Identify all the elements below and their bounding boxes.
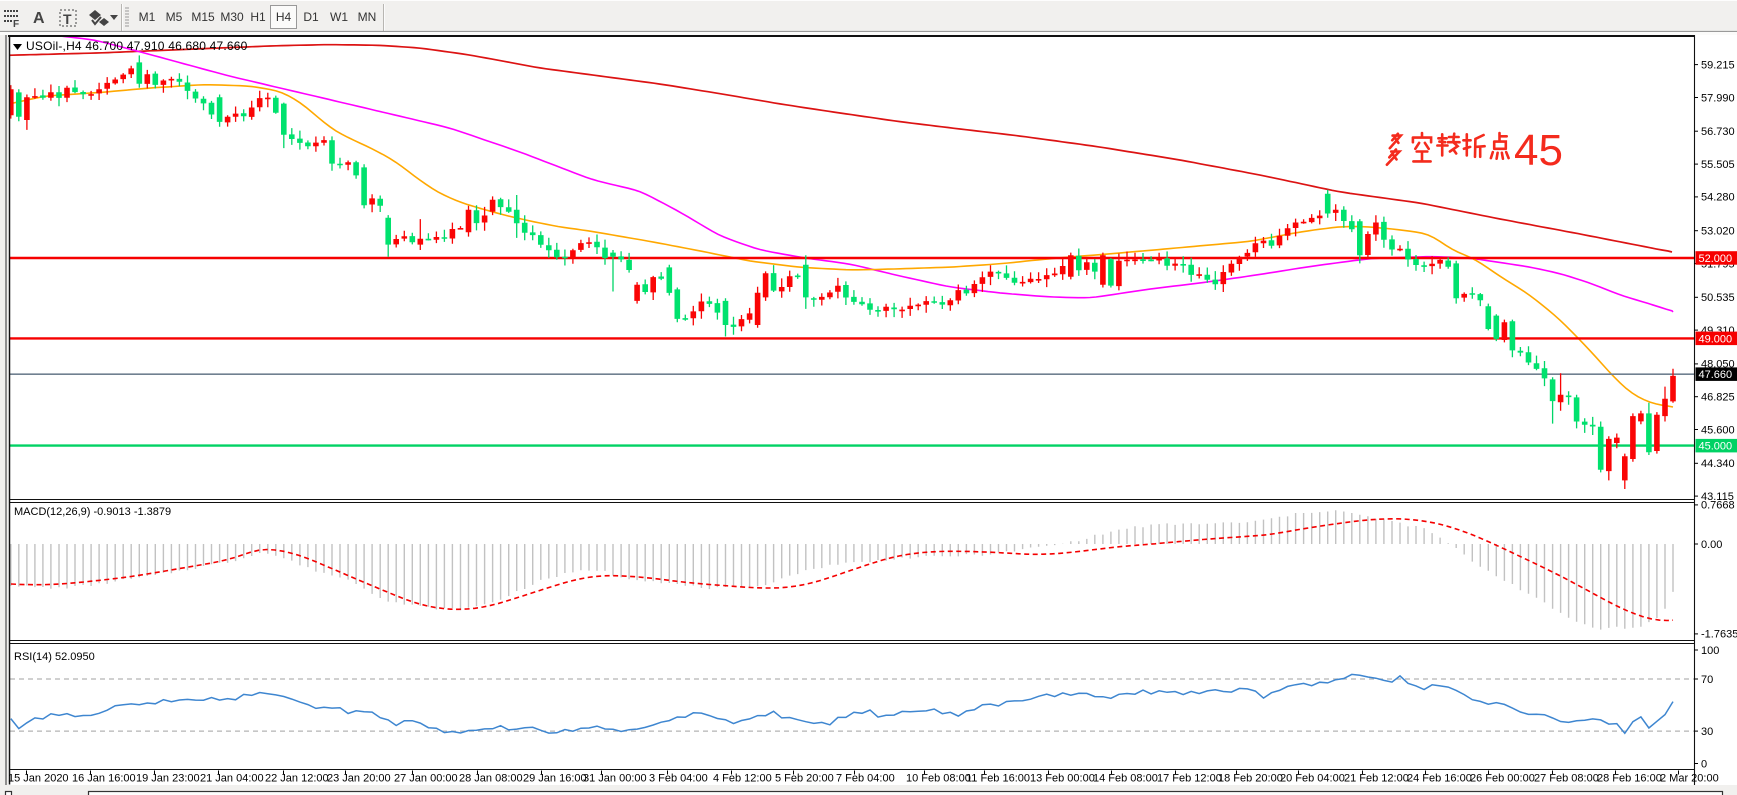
- svg-text:13 Feb 00:00: 13 Feb 00:00: [1030, 773, 1095, 785]
- svg-text:0.00: 0.00: [1701, 539, 1722, 551]
- svg-text:44.340: 44.340: [1701, 458, 1735, 470]
- svg-text:70: 70: [1701, 674, 1713, 686]
- svg-text:MACD(12,26,9) -0.9013 -1.3879: MACD(12,26,9) -0.9013 -1.3879: [14, 506, 171, 518]
- svg-text:RSI(14) 52.0950: RSI(14) 52.0950: [14, 651, 95, 663]
- svg-text:T: T: [63, 11, 72, 27]
- svg-text:28 Jan 08:00: 28 Jan 08:00: [459, 773, 523, 785]
- svg-text:7 Feb 04:00: 7 Feb 04:00: [836, 773, 895, 785]
- svg-text:26 Feb 00:00: 26 Feb 00:00: [1470, 773, 1535, 785]
- svg-text:57.990: 57.990: [1701, 92, 1735, 104]
- svg-text:31 Jan 00:00: 31 Jan 00:00: [583, 773, 647, 785]
- svg-text:43.115: 43.115: [1701, 491, 1734, 503]
- svg-text:28 Feb 16:00: 28 Feb 16:00: [1597, 773, 1662, 785]
- svg-text:49.000: 49.000: [1699, 333, 1733, 345]
- svg-text:22 Jan 12:00: 22 Jan 12:00: [265, 773, 329, 785]
- svg-text:45.000: 45.000: [1699, 441, 1733, 453]
- svg-text:27 Jan 00:00: 27 Jan 00:00: [394, 773, 458, 785]
- svg-text:0.7668: 0.7668: [1701, 500, 1735, 512]
- svg-text:59.215: 59.215: [1701, 59, 1735, 71]
- svg-text:14 Feb 08:00: 14 Feb 08:00: [1093, 773, 1158, 785]
- svg-text:45: 45: [1514, 126, 1563, 175]
- svg-text:50.535: 50.535: [1701, 292, 1735, 304]
- svg-text:29 Jan 16:00: 29 Jan 16:00: [523, 773, 587, 785]
- svg-text:21 Jan 04:00: 21 Jan 04:00: [200, 773, 264, 785]
- svg-text:56.730: 56.730: [1701, 126, 1735, 138]
- svg-text:2 Mar 20:00: 2 Mar 20:00: [1660, 773, 1719, 785]
- svg-text:54.280: 54.280: [1701, 192, 1735, 204]
- svg-text:23 Jan 20:00: 23 Jan 20:00: [327, 773, 391, 785]
- svg-text:4 Feb 12:00: 4 Feb 12:00: [713, 773, 772, 785]
- svg-text:20 Feb 04:00: 20 Feb 04:00: [1280, 773, 1345, 785]
- svg-text:-1.7635: -1.7635: [1701, 629, 1737, 641]
- svg-text:45.600: 45.600: [1701, 424, 1735, 436]
- svg-text:27 Feb 08:00: 27 Feb 08:00: [1534, 773, 1599, 785]
- svg-text:24 Feb 16:00: 24 Feb 16:00: [1407, 773, 1472, 785]
- svg-text:3 Feb 04:00: 3 Feb 04:00: [649, 773, 708, 785]
- svg-text:100: 100: [1701, 645, 1719, 657]
- svg-text:A: A: [33, 10, 45, 27]
- svg-text:19 Jan 23:00: 19 Jan 23:00: [136, 773, 200, 785]
- svg-text:30: 30: [1701, 726, 1713, 738]
- svg-text:53.020: 53.020: [1701, 226, 1735, 238]
- svg-text:17 Feb 12:00: 17 Feb 12:00: [1157, 773, 1222, 785]
- svg-text:15 Jan 2020: 15 Jan 2020: [8, 773, 69, 785]
- svg-text:USOil-,H4 46.700 47.910 46.68: USOil-,H4 46.700 47.910 46.680 47.660: [26, 39, 248, 53]
- svg-text:18 Feb 20:00: 18 Feb 20:00: [1218, 773, 1283, 785]
- svg-text:21 Feb 12:00: 21 Feb 12:00: [1344, 773, 1409, 785]
- svg-text:F: F: [13, 19, 19, 30]
- svg-text:11 Feb 16:00: 11 Feb 16:00: [966, 773, 1030, 785]
- svg-text:5 Feb 20:00: 5 Feb 20:00: [775, 773, 834, 785]
- svg-text:55.505: 55.505: [1701, 159, 1735, 171]
- svg-text:16 Jan 16:00: 16 Jan 16:00: [72, 773, 136, 785]
- svg-text:10 Feb 08:00: 10 Feb 08:00: [906, 773, 971, 785]
- svg-text:0: 0: [1701, 758, 1707, 770]
- svg-text:52.000: 52.000: [1699, 253, 1733, 265]
- svg-text:46.825: 46.825: [1701, 392, 1735, 404]
- svg-text:47.660: 47.660: [1699, 369, 1733, 381]
